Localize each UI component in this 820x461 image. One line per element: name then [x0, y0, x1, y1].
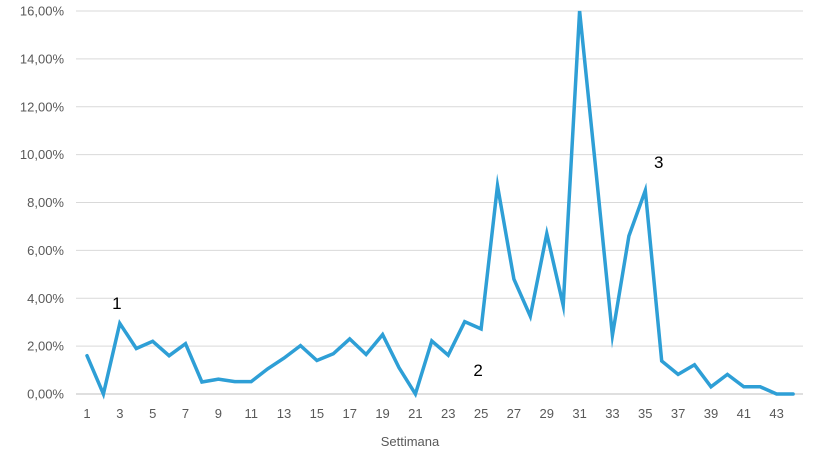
x-tick-label: 37: [671, 406, 685, 421]
x-axis-label: Settimana: [381, 434, 440, 449]
x-tick-label: 41: [737, 406, 751, 421]
series-lines: [85, 10, 795, 400]
annotation-label: 1: [112, 294, 121, 313]
x-tick-label: 29: [540, 406, 554, 421]
y-tick-label: 6,00%: [27, 243, 64, 258]
x-tick-label: 27: [507, 406, 521, 421]
x-tick-label: 17: [342, 406, 356, 421]
series-line: [85, 10, 795, 400]
x-tick-label: 33: [605, 406, 619, 421]
y-tick-label: 4,00%: [27, 291, 64, 306]
x-axis-ticks: 1 3 5 7 9 11 13 15 17 19 21 23 25 27 29 31 33 35 37 39 41 43: [83, 406, 783, 421]
annotation-label: 3: [654, 153, 663, 172]
y-tick-label: 12,00%: [20, 99, 65, 114]
gridlines: [76, 10, 803, 395]
x-tick-label: 9: [215, 406, 222, 421]
x-tick-label: 43: [769, 406, 783, 421]
x-tick-label: 15: [310, 406, 324, 421]
x-tick-label: 1: [83, 406, 90, 421]
y-tick-label: 8,00%: [27, 195, 64, 210]
x-tick-label: 13: [277, 406, 291, 421]
x-tick-label: 3: [116, 406, 123, 421]
x-tick-label: 39: [704, 406, 718, 421]
x-tick-label: 21: [408, 406, 422, 421]
x-tick-label: 11: [244, 406, 258, 421]
annotation-label: 2: [473, 361, 482, 380]
y-tick-label: 0,00%: [27, 387, 64, 402]
x-tick-label: 35: [638, 406, 652, 421]
y-tick-label: 16,00%: [20, 4, 65, 19]
y-tick-label: 10,00%: [20, 147, 65, 162]
y-tick-label: 14,00%: [20, 51, 65, 66]
x-tick-label: 23: [441, 406, 455, 421]
x-tick-label: 31: [572, 406, 586, 421]
annotations: 1 2 3: [112, 153, 663, 380]
y-axis-ticks: 0,00% 2,00% 4,00% 6,00% 8,00% 10,00% 12,00% 14,…: [20, 4, 65, 402]
x-tick-label: 7: [182, 406, 189, 421]
x-tick-label: 5: [149, 406, 156, 421]
x-tick-label: 25: [474, 406, 488, 421]
x-tick-label: 19: [375, 406, 389, 421]
y-tick-label: 2,00%: [27, 339, 64, 354]
